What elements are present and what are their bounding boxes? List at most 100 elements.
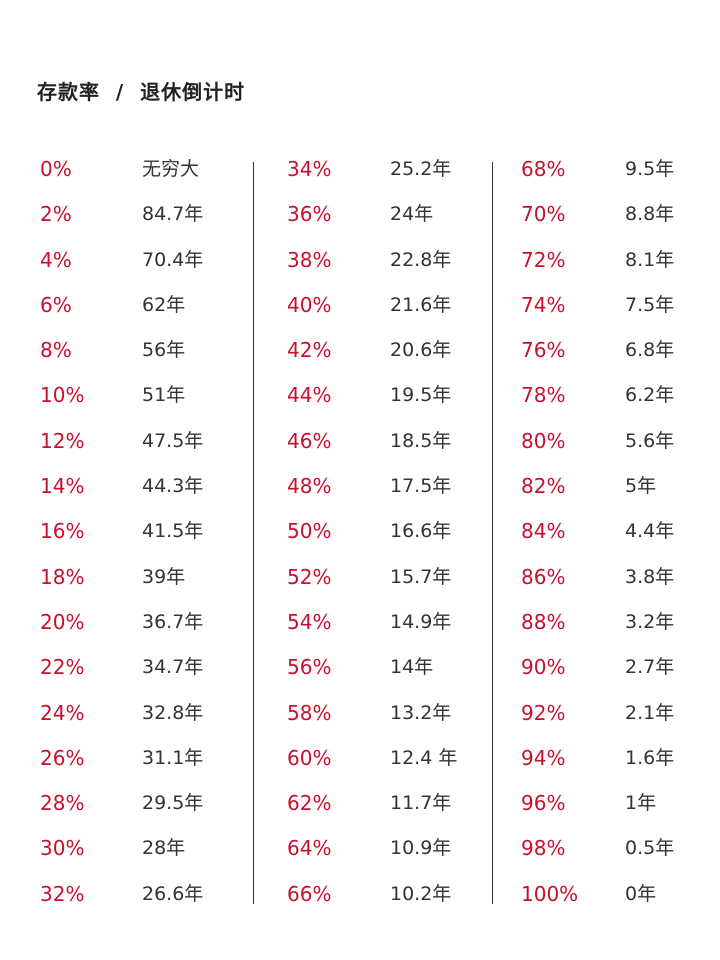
table-row: 8% 56年 [40, 331, 252, 376]
years-to-retirement: 14年 [390, 656, 434, 679]
table-row: 68% 9.5年 [521, 150, 701, 195]
savings-rate: 20% [40, 609, 85, 634]
savings-rate: 70% [521, 202, 566, 227]
table-column-2: 34% 25.2年 36% 24年 38% 22.8年 40% 21.6年 42% 20.6年 44… [287, 150, 492, 920]
years-to-retirement: 4.4年 [625, 520, 675, 543]
years-to-retirement: 1.6年 [625, 746, 675, 769]
table-row: 2% 84.7年 [40, 195, 252, 240]
table-row: 28% 29.5年 [40, 784, 252, 829]
savings-rate: 54% [287, 609, 332, 634]
table-row: 76% 6.8年 [521, 331, 701, 376]
table-row: 98% 0.5年 [521, 829, 701, 874]
years-to-retirement: 14.9年 [390, 610, 452, 633]
table-row: 54% 14.9年 [287, 603, 492, 648]
savings-rate: 92% [521, 700, 566, 725]
savings-rate: 40% [287, 292, 332, 317]
table-row: 30% 28年 [40, 829, 252, 874]
table-row: 48% 17.5年 [287, 467, 492, 512]
savings-rate: 66% [287, 881, 332, 906]
years-to-retirement: 51年 [142, 384, 186, 407]
table-row: 56% 14年 [287, 648, 492, 693]
table-row: 74% 7.5年 [521, 286, 701, 331]
table-row: 22% 34.7年 [40, 648, 252, 693]
table-row: 80% 5.6年 [521, 422, 701, 467]
table-row: 100% 0年 [521, 875, 701, 920]
table-row: 32% 26.6年 [40, 875, 252, 920]
column-divider [253, 162, 254, 904]
savings-rate: 84% [521, 519, 566, 544]
table-row: 90% 2.7年 [521, 648, 701, 693]
table-column-1: 0% 无穷大 2% 84.7年 4% 70.4年 6% 62年 8% 56年 10% 51年 12% 47… [40, 150, 252, 920]
table-row: 10% 51年 [40, 376, 252, 421]
years-to-retirement: 10.9年 [390, 837, 452, 860]
savings-rate: 72% [521, 247, 566, 272]
years-to-retirement: 7.5年 [625, 293, 675, 316]
savings-rate: 74% [521, 292, 566, 317]
years-to-retirement: 3.8年 [625, 565, 675, 588]
table-row: 94% 1.6年 [521, 739, 701, 784]
savings-rate: 68% [521, 157, 566, 181]
years-to-retirement: 34.7年 [142, 656, 204, 679]
table-row: 58% 13.2年 [287, 694, 492, 739]
years-to-retirement: 56年 [142, 339, 186, 362]
table-row: 46% 18.5年 [287, 422, 492, 467]
years-to-retirement: 8.8年 [625, 203, 675, 226]
years-to-retirement: 84.7年 [142, 203, 204, 226]
savings-rate: 0% [40, 157, 72, 181]
years-to-retirement: 36.7年 [142, 610, 204, 633]
savings-rate: 56% [287, 655, 332, 680]
savings-rate: 62% [287, 791, 332, 816]
savings-rate: 44% [287, 383, 332, 408]
years-to-retirement: 28年 [142, 837, 186, 860]
years-to-retirement: 25.2年 [390, 158, 452, 180]
years-to-retirement: 9.5年 [625, 158, 675, 180]
table-row: 26% 31.1年 [40, 739, 252, 784]
years-to-retirement: 24年 [390, 203, 434, 226]
years-to-retirement: 11.7年 [390, 792, 452, 815]
savings-rate: 36% [287, 202, 332, 227]
table-row: 92% 2.1年 [521, 694, 701, 739]
table-row: 78% 6.2年 [521, 376, 701, 421]
years-to-retirement: 12.4 年 [390, 746, 458, 769]
savings-rate: 4% [40, 247, 72, 272]
table-row: 6% 62年 [40, 286, 252, 331]
savings-rate: 98% [521, 836, 566, 861]
table-row: 0% 无穷大 [40, 150, 252, 195]
years-to-retirement: 26.6年 [142, 882, 204, 905]
years-to-retirement: 2.7年 [625, 656, 675, 679]
savings-rate: 46% [287, 428, 332, 453]
savings-rate: 30% [40, 836, 85, 861]
table-column-3: 68% 9.5年 70% 8.8年 72% 8.1年 74% 7.5年 76% 6.8年 78% 6.… [521, 150, 701, 920]
savings-rate: 14% [40, 474, 85, 499]
table-row: 14% 44.3年 [40, 467, 252, 512]
years-to-retirement: 19.5年 [390, 384, 452, 407]
years-to-retirement: 41.5年 [142, 520, 204, 543]
years-to-retirement: 1年 [625, 792, 657, 815]
table-row: 34% 25.2年 [287, 150, 492, 195]
savings-rate: 80% [521, 428, 566, 453]
savings-rate: 64% [287, 836, 332, 861]
years-to-retirement: 70.4年 [142, 248, 204, 271]
table-row: 44% 19.5年 [287, 376, 492, 421]
savings-rate: 90% [521, 655, 566, 680]
table-row: 40% 21.6年 [287, 286, 492, 331]
savings-rate: 86% [521, 564, 566, 589]
savings-rate: 78% [521, 383, 566, 408]
table-row: 82% 5年 [521, 467, 701, 512]
table-row: 20% 36.7年 [40, 603, 252, 648]
years-to-retirement: 5.6年 [625, 429, 675, 452]
savings-rate: 22% [40, 655, 85, 680]
savings-rate: 96% [521, 791, 566, 816]
years-to-retirement: 16.6年 [390, 520, 452, 543]
table-row: 84% 4.4年 [521, 512, 701, 557]
table-row: 12% 47.5年 [40, 422, 252, 467]
savings-rate: 10% [40, 383, 85, 408]
table-row: 42% 20.6年 [287, 331, 492, 376]
years-to-retirement: 62年 [142, 293, 186, 316]
table-row: 4% 70.4年 [40, 241, 252, 286]
table-row: 72% 8.1年 [521, 241, 701, 286]
years-to-retirement: 8.1年 [625, 248, 675, 271]
years-to-retirement: 17.5年 [390, 475, 452, 498]
savings-rate: 76% [521, 338, 566, 363]
page-title: 存款率 / 退休倒计时 [37, 80, 246, 104]
